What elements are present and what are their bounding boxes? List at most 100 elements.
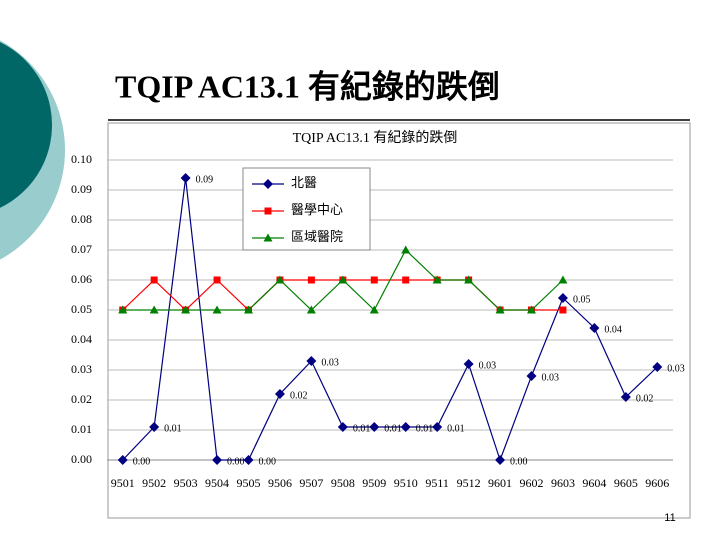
data-label: 0.03	[667, 363, 685, 374]
y-tick-label: 0.04	[71, 332, 92, 346]
data-label: 0.00	[510, 456, 528, 467]
data-label: 0.01	[353, 423, 371, 434]
marker	[338, 275, 348, 284]
marker	[213, 276, 221, 284]
marker	[263, 179, 273, 189]
marker	[557, 293, 568, 303]
marker	[401, 245, 411, 254]
data-label: 0.01	[416, 423, 434, 434]
marker	[495, 305, 505, 314]
decor-dark	[0, 42, 52, 208]
marker	[274, 389, 285, 399]
marker	[264, 207, 272, 215]
series-line	[122, 177, 658, 462]
marker	[464, 275, 474, 284]
y-tick-label: 0.07	[71, 242, 92, 256]
x-tick-label: 9504	[205, 476, 229, 490]
marker	[337, 422, 348, 432]
x-tick-label: 9603	[551, 476, 575, 490]
data-label: 0.01	[447, 423, 465, 434]
data-label: 0.03	[321, 357, 339, 368]
x-tick-label: 9511	[425, 476, 449, 490]
y-tick-label: 0.10	[71, 152, 92, 166]
x-tick-label: 9510	[394, 476, 418, 490]
legend-label: 醫學中心	[291, 202, 343, 217]
marker	[212, 455, 223, 465]
marker	[526, 371, 537, 381]
x-tick-label: 9507	[299, 476, 323, 490]
legend-box	[242, 167, 371, 251]
legend-label: 區域醫院	[291, 229, 343, 244]
y-tick-label: 0.08	[71, 212, 92, 226]
x-tick-label: 9512	[457, 476, 481, 490]
marker	[620, 392, 631, 402]
y-tick-label: 0.01	[71, 422, 92, 436]
marker	[495, 455, 506, 465]
y-tick-label: 0.05	[71, 302, 92, 316]
marker	[400, 422, 411, 432]
y-tick-label: 0.03	[71, 362, 92, 376]
page-number: 11	[664, 512, 675, 524]
x-tick-label: 9503	[174, 476, 198, 490]
marker	[243, 455, 254, 465]
marker	[432, 275, 442, 284]
chart-frame	[107, 122, 691, 519]
data-label: 0.00	[227, 456, 245, 467]
data-label: 0.03	[479, 360, 497, 371]
marker	[212, 305, 222, 314]
marker	[263, 233, 273, 242]
x-tick-label: 9502	[142, 476, 166, 490]
marker	[589, 323, 600, 333]
marker	[432, 422, 443, 432]
data-label: 0.00	[259, 456, 277, 467]
marker	[150, 276, 158, 284]
marker	[117, 455, 128, 465]
marker	[307, 276, 315, 284]
y-tick-label: 0.09	[71, 182, 92, 196]
marker	[306, 356, 317, 366]
marker	[370, 276, 378, 284]
x-tick-label: 9601	[488, 476, 512, 490]
marker	[180, 173, 191, 183]
marker	[402, 276, 410, 284]
data-label: 0.02	[636, 393, 654, 404]
slide-title: TQIP AC13.1 有紀錄的跌倒	[115, 68, 500, 104]
marker	[369, 422, 380, 432]
marker	[559, 306, 567, 314]
data-label: 0.09	[196, 174, 214, 185]
data-label: 0.00	[133, 456, 151, 467]
marker	[275, 275, 285, 284]
x-tick-label: 9506	[268, 476, 292, 490]
data-label: 0.01	[384, 423, 402, 434]
x-tick-label: 9602	[520, 476, 544, 490]
x-tick-label: 9505	[237, 476, 261, 490]
marker	[558, 275, 568, 284]
data-label: 0.05	[573, 294, 591, 305]
y-tick-label: 0.00	[71, 452, 92, 466]
data-label: 0.02	[290, 390, 308, 401]
y-tick-label: 0.06	[71, 272, 92, 286]
marker	[527, 305, 536, 314]
x-tick-label: 9509	[362, 476, 386, 490]
x-tick-label: 9604	[582, 476, 606, 490]
data-label: 0.03	[542, 372, 560, 383]
x-tick-label: 9508	[331, 476, 355, 490]
marker	[652, 362, 663, 372]
marker	[369, 305, 379, 314]
y-tick-label: 0.02	[71, 392, 92, 406]
x-tick-label: 9501	[111, 476, 135, 490]
marker	[118, 305, 128, 314]
data-label: 0.04	[604, 324, 622, 335]
x-tick-label: 9606	[645, 476, 669, 490]
marker	[149, 422, 160, 432]
data-label: 0.01	[164, 423, 182, 434]
marker	[181, 305, 191, 314]
chart-title: TQIP AC13.1 有紀錄的跌倒	[293, 130, 458, 146]
legend-label: 北醫	[291, 175, 317, 190]
marker	[306, 305, 316, 314]
marker	[149, 305, 159, 314]
marker	[244, 305, 253, 314]
x-tick-label: 9605	[614, 476, 638, 490]
marker	[463, 359, 474, 369]
